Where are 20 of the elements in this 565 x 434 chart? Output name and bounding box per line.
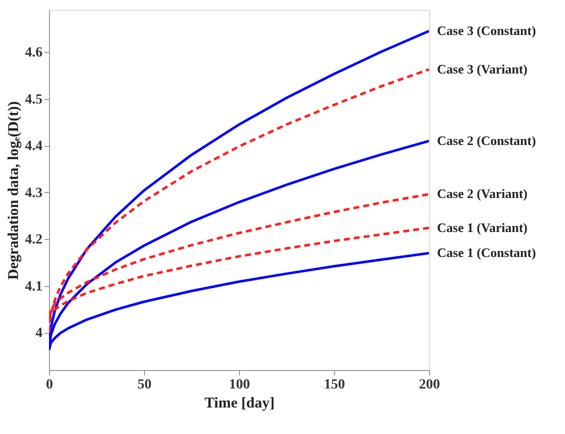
x-tick-label: 0 (46, 378, 53, 392)
x-tick-label: 200 (419, 378, 440, 392)
series-label: Case 2 (Variant) (437, 186, 528, 202)
y-axis-title: Degradation data, logₑ(D(t)) (6, 101, 22, 280)
x-tick-label: 50 (138, 378, 152, 392)
y-tick-label: 4.1 (25, 279, 42, 294)
y-tick-label: 4 (36, 326, 42, 342)
x-axis-title: Time [day] (204, 396, 275, 412)
series-label: Case 2 (Constant) (437, 132, 536, 148)
y-tick-label: 4.5 (25, 92, 42, 108)
series-label: Case 3 (Variant) (437, 61, 528, 76)
y-tick-label: 4.4 (25, 139, 42, 154)
series-label: Case 1 (Constant) (437, 245, 536, 260)
series-label: Case 1 (Variant) (437, 220, 528, 235)
x-tick-label: 100 (229, 378, 250, 392)
x-tick-label: 150 (324, 378, 345, 392)
series-label: Case 3 (Constant) (437, 23, 536, 38)
y-tick-label: 4.3 (25, 186, 42, 201)
y-tick-label: 4.6 (25, 46, 42, 61)
y-tick-label: 4.2 (25, 232, 42, 248)
